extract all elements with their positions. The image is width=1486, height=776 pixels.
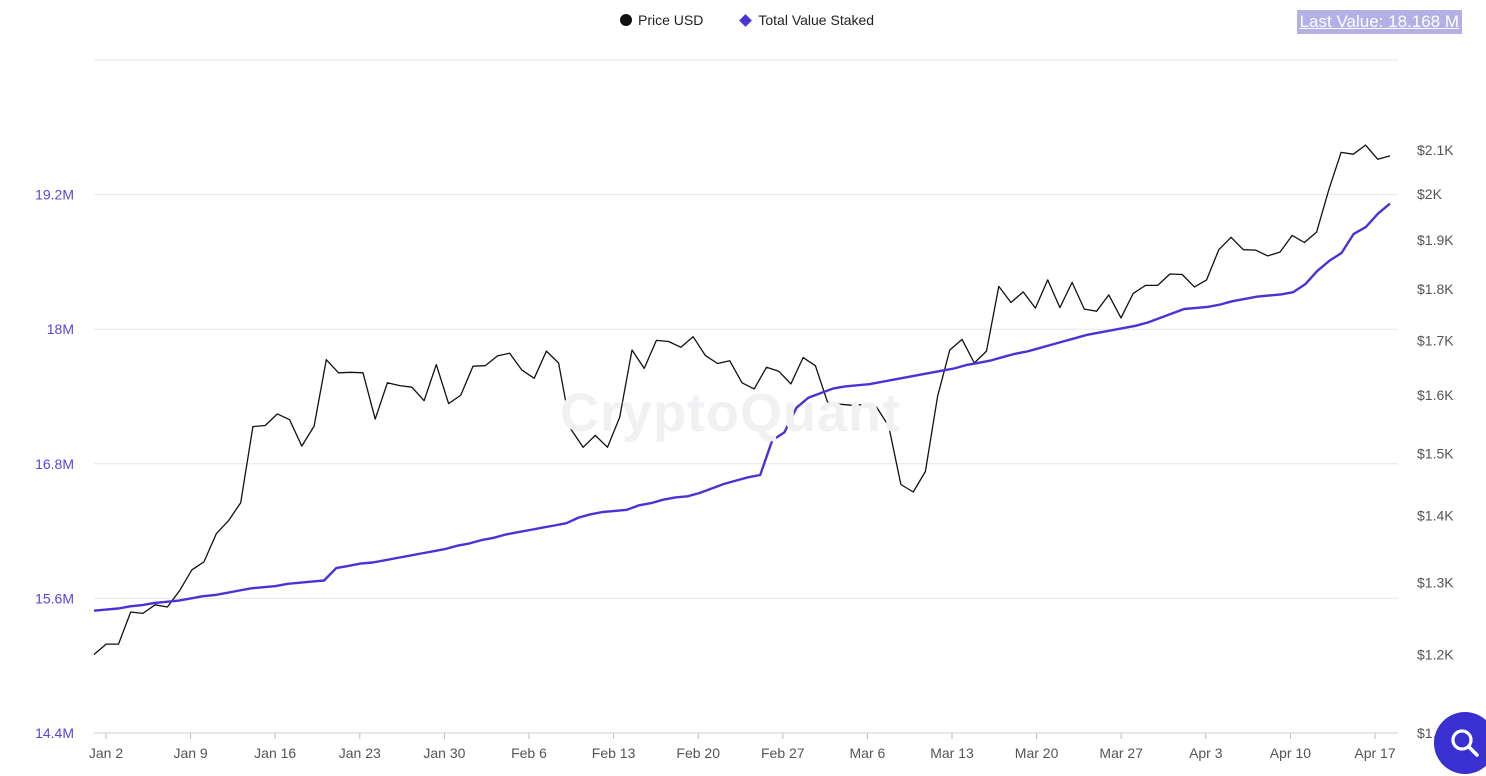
series-layer [93,144,1391,655]
legend-label-staked: Total Value Staked [758,12,875,28]
x-axis-tick-label: Mar 6 [850,745,886,761]
x-axis-tick-label: Mar 20 [1015,745,1059,761]
x-axis-tick-label: Apr 3 [1189,745,1223,761]
right-axis-tick-label: $1.7K [1417,332,1454,348]
series-line-price [93,144,1391,655]
right-axis: $1.1K$1.2K$1.3K$1.4K$1.5K$1.6K$1.7K$1.8K… [1417,142,1454,741]
x-axis-tick-label: Jan 16 [254,745,296,761]
right-axis-tick-label: $2K [1417,186,1443,202]
left-axis: 14.4M 15.6M 16.8M 18M 19.2M [35,187,74,741]
diamond-icon [739,13,753,27]
right-axis-tick-label: $2.1K [1417,142,1454,158]
x-axis-tick-label: Apr 10 [1270,745,1311,761]
grid-lines [94,59,1398,734]
x-axis-tick-label: Jan 23 [339,745,381,761]
legend-item-staked[interactable]: Total Value Staked [739,12,875,28]
right-axis-tick-label: $1.9K [1417,232,1454,248]
x-axis-tick-label: Mar 13 [930,745,974,761]
left-axis-tick-label: 18M [47,321,74,337]
x-axis-tick-label: Apr 17 [1354,745,1395,761]
legend: Price USD Total Value Staked [620,12,874,28]
x-axis-tick-label: Jan 9 [173,745,207,761]
legend-label-price: Price USD [638,12,704,28]
right-axis-tick-label: $1.2K [1417,647,1454,663]
x-axis-tick-label: Jan 2 [89,745,123,761]
right-axis-tick-label: $1.6K [1417,387,1454,403]
left-axis-tick-label: 14.4M [35,725,74,741]
x-axis-tick-label: Mar 27 [1099,745,1143,761]
search-fab-button[interactable] [1434,712,1486,774]
x-axis: Jan 2 Jan 9 Jan 16 Jan 23 Jan 30 Feb 6 Feb 13 F… [89,733,1396,761]
circle-icon [620,14,632,26]
right-axis-tick-label: $1.3K [1417,574,1454,590]
x-axis-tick-label: Jan 30 [423,745,465,761]
legend-item-price[interactable]: Price USD [620,12,703,28]
left-axis-tick-label: 15.6M [35,590,74,606]
watermark: CryptoQuant [560,383,901,443]
search-icon [1451,729,1479,757]
x-axis-tick-label: Feb 13 [592,745,636,761]
left-axis-tick-label: 19.2M [35,187,74,203]
x-axis-tick-label: Feb 6 [511,745,547,761]
right-axis-tick-label: $1.4K [1417,508,1454,524]
left-axis-tick-label: 16.8M [35,456,74,472]
right-axis-tick-label: $1.5K [1417,445,1454,461]
series-line-staked [93,202,1391,612]
x-axis-tick-label: Feb 20 [676,745,720,761]
last-value-link[interactable]: Last Value: 18.168 M [1296,10,1462,34]
x-axis-tick-label: Feb 27 [761,745,805,761]
right-axis-tick-label: $1.8K [1417,281,1454,297]
